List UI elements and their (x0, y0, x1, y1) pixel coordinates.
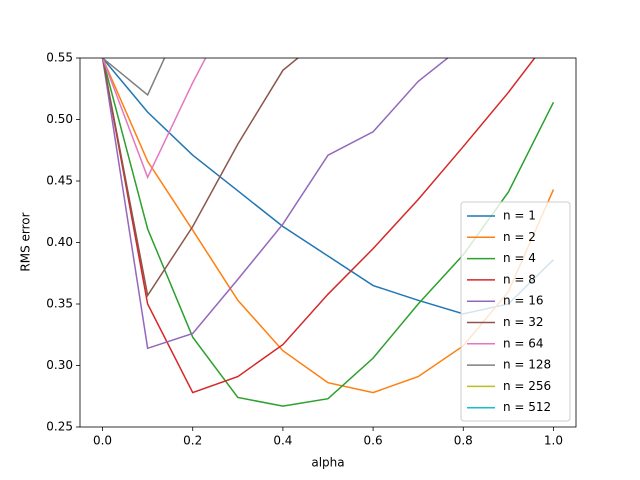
y-axis-label: RMS error (19, 212, 33, 271)
y-tick-label: 0.25 (46, 420, 73, 434)
legend-label: n = 128 (503, 358, 551, 372)
legend-frame (460, 201, 571, 422)
y-tick-label: 0.40 (46, 235, 73, 249)
y-tick-label: 0.35 (46, 297, 73, 311)
series-line (101, 58, 300, 298)
y-tick-label: 0.30 (46, 358, 73, 372)
series-line (101, 58, 449, 350)
x-tick-label: 0.0 (93, 434, 112, 448)
legend-label: n = 4 (503, 251, 536, 265)
x-tick-label: 0.4 (273, 434, 292, 448)
legend-label: n = 1 (503, 209, 536, 223)
x-tick-label: 0.2 (183, 434, 202, 448)
series-line (101, 58, 207, 180)
legend-label: n = 32 (503, 315, 544, 329)
series-line (101, 58, 536, 394)
y-tick-label: 0.45 (46, 174, 73, 188)
x-tick-label: 0.8 (454, 434, 473, 448)
x-axis-label: alpha (311, 456, 344, 470)
y-tick-label: 0.55 (46, 51, 73, 65)
y-tick-label: 0.50 (46, 112, 73, 126)
legend-label: n = 256 (503, 379, 551, 393)
legend-label: n = 16 (503, 294, 544, 308)
x-tick-label: 0.6 (364, 434, 383, 448)
x-tick-label: 1.0 (544, 434, 563, 448)
legend-label: n = 512 (503, 400, 551, 414)
legend-label: n = 64 (503, 336, 544, 350)
legend-label: n = 8 (503, 272, 536, 286)
legend-label: n = 2 (503, 230, 536, 244)
